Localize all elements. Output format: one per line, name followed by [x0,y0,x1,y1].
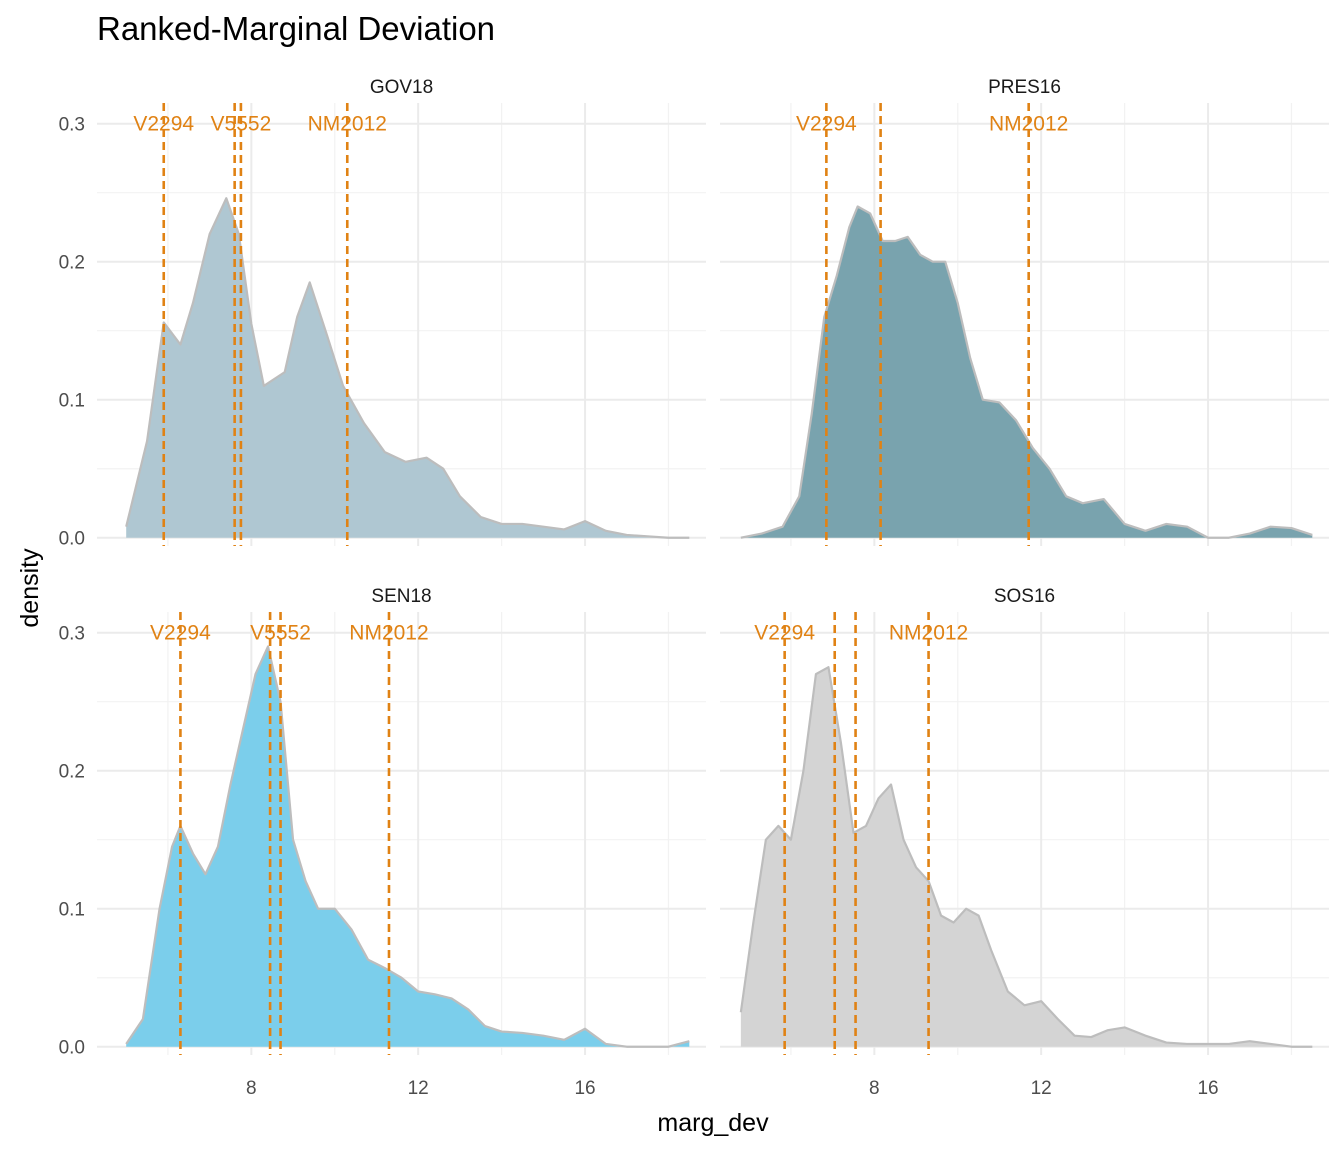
density-area [126,646,690,1047]
panel-sos16: V2294 NM2012 SOS16 8 12 16 [720,586,1329,1099]
vline-label: NM2012 [989,113,1068,136]
y-tick-label: 0.1 [59,391,85,412]
x-axis-title: marg_dev [657,1109,769,1137]
density-area [740,206,1313,538]
panel-gov18: V2294 V5552 NM2012 GOV18 0.0 0.1 0.2 0.3 [59,77,706,550]
facet-label: SEN18 [371,586,431,607]
vline-label: NM2012 [889,622,968,645]
y-tick-label: 0.0 [59,529,85,550]
x-tick-label: 16 [574,1078,595,1099]
vline-label: V5552 [211,113,272,136]
vline-label: V5552 [250,622,311,645]
chart-title: Ranked-Marginal Deviation [97,10,496,47]
facet-label: GOV18 [370,77,433,98]
x-tick-label: 12 [408,1078,429,1099]
vline-label: NM2012 [308,113,387,136]
y-tick-label: 0.1 [59,900,85,921]
x-tick-label: 12 [1031,1078,1052,1099]
facet-label: PRES16 [988,77,1061,98]
vline-label: V2294 [754,622,815,645]
y-tick-label: 0.3 [59,624,85,645]
density-line [740,205,1313,539]
vline-label: V2294 [796,113,857,136]
y-tick-label: 0.2 [59,762,85,783]
density-area [740,667,1313,1047]
facet-panels: V2294 V5552 NM2012 GOV18 0.0 0.1 0.2 0.3 V2294 NM… [59,77,1329,1099]
density-line [125,197,690,539]
density-area [126,198,690,538]
x-tick-label: 8 [246,1078,257,1099]
vline-label: NM2012 [349,622,428,645]
panel-pres16: V2294 NM2012 PRES16 [720,77,1329,546]
x-tick-label: 16 [1197,1078,1218,1099]
x-tick-label: 8 [869,1078,880,1099]
density-line [739,666,1313,1048]
y-tick-label: 0.2 [59,253,85,274]
y-tick-label: 0.3 [59,115,85,136]
panel-sen18: V2294 V5552 NM2012 SEN18 0.0 0.1 0.2 0.3 8 12 16 [59,586,706,1099]
y-tick-label: 0.0 [59,1038,85,1059]
y-axis-title: density [16,548,44,628]
vline-label: V2294 [150,622,211,645]
vline-label: V2294 [133,113,194,136]
facet-label: SOS16 [994,586,1055,607]
density-line [125,645,690,1048]
